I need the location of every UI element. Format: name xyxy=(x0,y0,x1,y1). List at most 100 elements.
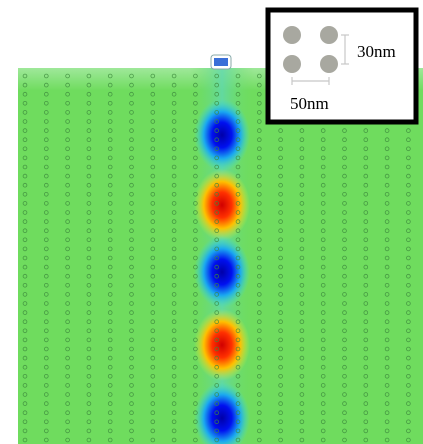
particle xyxy=(193,328,198,334)
particle xyxy=(171,355,177,361)
particle xyxy=(299,401,305,406)
particle xyxy=(363,228,369,234)
particle xyxy=(22,282,28,288)
particle xyxy=(363,346,369,352)
particle xyxy=(363,437,369,443)
particle xyxy=(235,101,241,106)
particle xyxy=(193,401,198,406)
particle xyxy=(363,337,369,343)
particle xyxy=(320,201,326,206)
particle xyxy=(86,128,92,133)
particle xyxy=(43,310,49,315)
particle xyxy=(129,246,134,252)
particle xyxy=(86,219,92,224)
particle xyxy=(86,419,92,425)
particle xyxy=(256,237,262,243)
particle xyxy=(384,164,390,170)
particle xyxy=(65,237,70,243)
particle xyxy=(256,401,262,406)
particle xyxy=(320,137,326,143)
particle xyxy=(342,301,347,306)
particle xyxy=(65,410,70,416)
particle xyxy=(214,292,220,297)
particle xyxy=(406,392,411,397)
particle xyxy=(129,346,134,352)
particle xyxy=(86,273,92,279)
particle xyxy=(65,273,70,279)
particle xyxy=(320,237,326,243)
particle xyxy=(299,364,305,370)
particle xyxy=(256,119,262,124)
particle xyxy=(65,182,70,188)
particle xyxy=(320,355,326,361)
particle xyxy=(278,337,283,343)
particle xyxy=(193,410,198,416)
particle xyxy=(193,228,198,234)
particle xyxy=(150,282,156,288)
particle xyxy=(320,228,326,234)
particle xyxy=(406,364,411,370)
particle xyxy=(384,282,390,288)
particle xyxy=(214,82,220,88)
dimension-lines xyxy=(291,34,349,85)
particle xyxy=(129,228,134,234)
particle xyxy=(65,164,70,170)
particle xyxy=(171,82,177,88)
particle xyxy=(320,301,326,306)
particle xyxy=(86,201,92,206)
particle xyxy=(150,437,156,443)
particle xyxy=(43,237,49,243)
particle xyxy=(22,401,28,406)
particle xyxy=(278,173,283,179)
particle xyxy=(278,264,283,270)
particle xyxy=(384,182,390,188)
particle xyxy=(299,292,305,297)
particle xyxy=(129,192,134,197)
particle xyxy=(171,91,177,97)
particle xyxy=(278,282,283,288)
particle xyxy=(256,437,262,443)
particle xyxy=(384,228,390,234)
particle xyxy=(384,328,390,334)
particle xyxy=(171,219,177,224)
particle xyxy=(150,173,156,179)
particle xyxy=(129,101,134,106)
particle xyxy=(86,428,92,434)
particle xyxy=(342,337,347,343)
particle xyxy=(43,337,49,343)
particle xyxy=(299,328,305,334)
particle xyxy=(129,383,134,388)
particle xyxy=(65,219,70,224)
particle xyxy=(342,401,347,406)
particle xyxy=(235,310,241,315)
particle xyxy=(214,428,220,434)
particle xyxy=(43,246,49,252)
particle xyxy=(214,164,220,170)
particle xyxy=(171,301,177,306)
particle xyxy=(150,373,156,379)
particle xyxy=(320,419,326,425)
particle xyxy=(43,155,49,161)
particle xyxy=(214,419,220,425)
field-lobes xyxy=(194,99,250,444)
particle xyxy=(342,282,347,288)
particle xyxy=(384,201,390,206)
particle xyxy=(342,146,347,152)
particle xyxy=(171,364,177,370)
particle xyxy=(363,192,369,197)
particle xyxy=(235,219,241,224)
particle xyxy=(214,91,220,97)
particle xyxy=(363,319,369,325)
particle xyxy=(256,373,262,379)
particle xyxy=(278,392,283,397)
particle xyxy=(107,355,113,361)
particle xyxy=(363,310,369,315)
particle xyxy=(65,383,70,388)
particle xyxy=(384,373,390,379)
particle xyxy=(86,228,92,234)
particle xyxy=(171,155,177,161)
particle xyxy=(342,128,347,133)
particle xyxy=(129,301,134,306)
particle xyxy=(150,401,156,406)
particle xyxy=(214,401,220,406)
